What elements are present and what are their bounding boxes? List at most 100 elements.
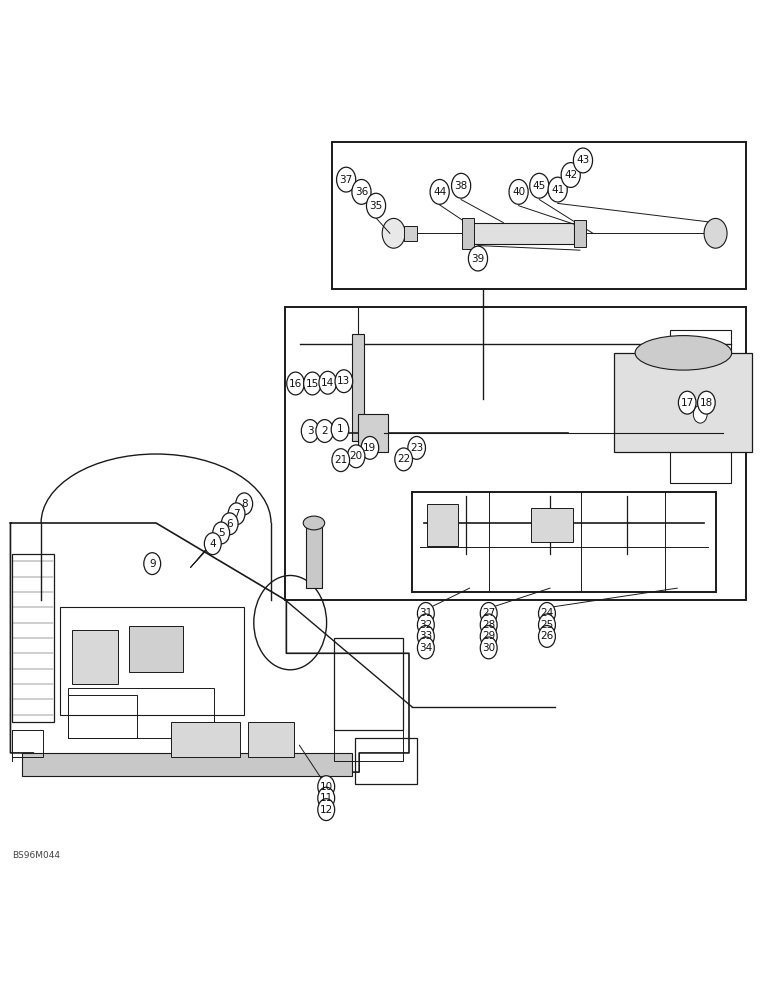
Text: 38: 38 bbox=[455, 181, 468, 191]
Ellipse shape bbox=[469, 246, 488, 271]
Text: 43: 43 bbox=[577, 155, 590, 165]
Text: 5: 5 bbox=[218, 528, 225, 538]
Ellipse shape bbox=[452, 173, 471, 198]
Text: 8: 8 bbox=[241, 499, 248, 509]
Ellipse shape bbox=[693, 405, 707, 423]
Text: 28: 28 bbox=[482, 620, 496, 630]
Text: 41: 41 bbox=[551, 185, 564, 195]
Text: 13: 13 bbox=[337, 376, 350, 386]
Bar bbox=[129, 626, 183, 672]
Text: 17: 17 bbox=[681, 398, 694, 408]
Bar bbox=[333, 142, 747, 289]
Ellipse shape bbox=[539, 614, 555, 636]
Text: 1: 1 bbox=[337, 424, 344, 434]
Text: 30: 30 bbox=[482, 643, 496, 653]
Ellipse shape bbox=[698, 391, 715, 414]
Bar bbox=[12, 554, 54, 722]
Text: 33: 33 bbox=[419, 631, 432, 641]
Ellipse shape bbox=[316, 420, 334, 442]
Ellipse shape bbox=[480, 614, 497, 636]
Ellipse shape bbox=[335, 370, 353, 393]
Text: 6: 6 bbox=[226, 519, 233, 529]
Ellipse shape bbox=[318, 787, 334, 809]
Text: 36: 36 bbox=[355, 187, 368, 197]
Ellipse shape bbox=[303, 516, 325, 530]
Text: 4: 4 bbox=[209, 539, 216, 549]
Ellipse shape bbox=[347, 445, 365, 468]
Bar bbox=[68, 695, 137, 738]
Ellipse shape bbox=[205, 533, 222, 555]
Bar bbox=[615, 353, 753, 452]
Bar bbox=[72, 630, 118, 684]
Text: 24: 24 bbox=[540, 608, 554, 618]
Ellipse shape bbox=[418, 603, 435, 624]
Ellipse shape bbox=[235, 493, 252, 515]
Bar bbox=[351, 334, 364, 441]
Bar bbox=[68, 688, 214, 738]
Bar bbox=[574, 220, 586, 247]
Ellipse shape bbox=[430, 179, 449, 204]
Ellipse shape bbox=[408, 436, 425, 459]
Bar bbox=[285, 307, 747, 600]
Text: 35: 35 bbox=[370, 201, 383, 211]
Text: 34: 34 bbox=[419, 643, 432, 653]
Ellipse shape bbox=[704, 218, 727, 248]
Ellipse shape bbox=[144, 553, 161, 575]
Text: 23: 23 bbox=[410, 443, 423, 453]
Ellipse shape bbox=[480, 603, 497, 624]
Ellipse shape bbox=[561, 163, 581, 187]
Text: 2: 2 bbox=[321, 426, 328, 436]
Ellipse shape bbox=[574, 148, 593, 173]
Ellipse shape bbox=[394, 448, 412, 471]
Text: 21: 21 bbox=[334, 455, 347, 465]
Text: 16: 16 bbox=[289, 379, 302, 389]
Ellipse shape bbox=[331, 418, 349, 441]
Ellipse shape bbox=[337, 167, 356, 192]
Ellipse shape bbox=[361, 436, 379, 459]
Ellipse shape bbox=[286, 372, 304, 395]
Text: 14: 14 bbox=[321, 378, 334, 388]
Ellipse shape bbox=[480, 637, 497, 659]
Ellipse shape bbox=[301, 420, 319, 442]
Ellipse shape bbox=[222, 513, 238, 535]
Ellipse shape bbox=[418, 637, 435, 659]
Ellipse shape bbox=[548, 177, 567, 202]
Text: BS96M044: BS96M044 bbox=[12, 851, 60, 860]
Ellipse shape bbox=[332, 449, 350, 472]
Ellipse shape bbox=[635, 336, 732, 370]
Ellipse shape bbox=[318, 799, 334, 821]
Ellipse shape bbox=[679, 391, 696, 414]
Ellipse shape bbox=[418, 626, 435, 647]
Ellipse shape bbox=[480, 626, 497, 647]
Text: 45: 45 bbox=[533, 181, 546, 191]
Bar bbox=[412, 492, 716, 592]
Text: 18: 18 bbox=[699, 398, 713, 408]
Bar bbox=[248, 722, 294, 757]
Ellipse shape bbox=[319, 371, 337, 394]
Bar bbox=[12, 730, 42, 757]
Bar bbox=[357, 414, 388, 452]
Ellipse shape bbox=[382, 218, 405, 248]
Text: 44: 44 bbox=[433, 187, 446, 197]
Ellipse shape bbox=[228, 503, 245, 525]
Text: 11: 11 bbox=[320, 793, 333, 803]
Bar bbox=[428, 504, 458, 546]
Ellipse shape bbox=[539, 603, 555, 624]
Text: 27: 27 bbox=[482, 608, 496, 618]
Text: 12: 12 bbox=[320, 805, 333, 815]
Ellipse shape bbox=[318, 776, 334, 798]
Text: 37: 37 bbox=[340, 175, 353, 185]
Text: 39: 39 bbox=[472, 254, 485, 264]
Bar bbox=[404, 226, 418, 241]
Text: 22: 22 bbox=[397, 454, 410, 464]
Bar bbox=[306, 523, 323, 588]
Bar bbox=[531, 508, 573, 542]
Ellipse shape bbox=[539, 626, 555, 647]
Text: 7: 7 bbox=[233, 509, 240, 519]
Text: 15: 15 bbox=[306, 379, 319, 389]
Bar bbox=[334, 638, 403, 730]
Ellipse shape bbox=[303, 372, 321, 395]
Text: 9: 9 bbox=[149, 559, 155, 569]
Text: 10: 10 bbox=[320, 782, 333, 792]
Text: 29: 29 bbox=[482, 631, 496, 641]
